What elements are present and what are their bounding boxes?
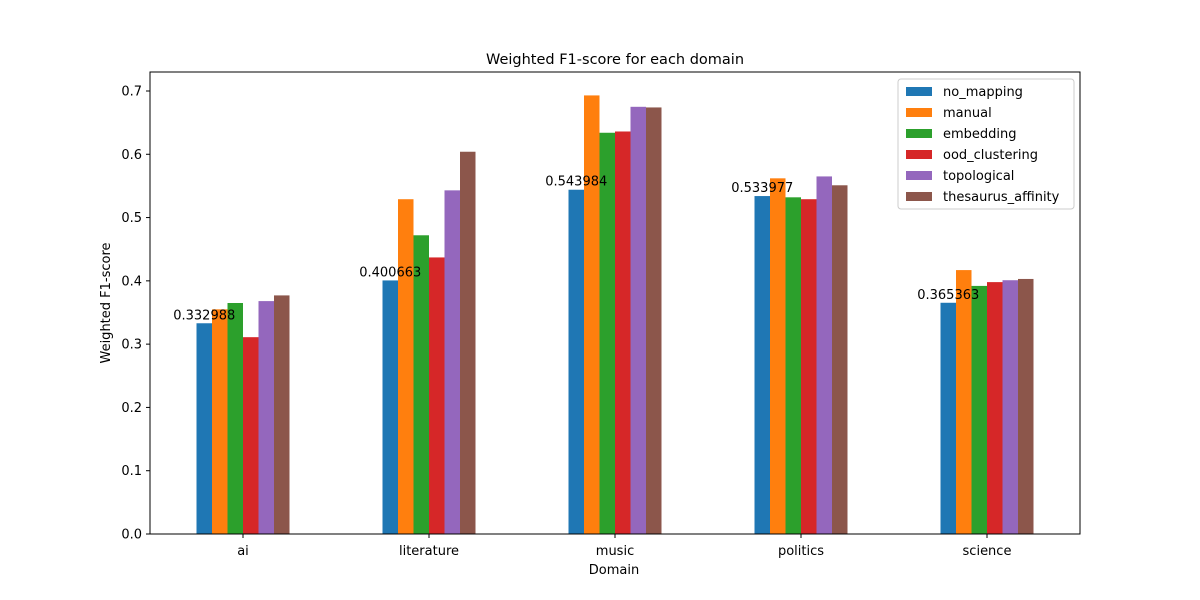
- legend-label-manual: manual: [943, 106, 992, 121]
- x-axis-label: Domain: [589, 563, 639, 578]
- bar-manual-politics: [770, 178, 786, 534]
- bar-embedding-ai: [227, 303, 243, 534]
- y-tick-label: 0.6: [121, 148, 142, 163]
- legend-label-ood_clustering: ood_clustering: [943, 148, 1038, 163]
- x-tick-label: ai: [237, 544, 249, 559]
- bar-no_mapping-ai: [196, 323, 212, 534]
- bar-ood_clustering-music: [615, 131, 631, 534]
- bar-thesaurus_affinity-music: [646, 107, 662, 534]
- x-axis: ai literature music politics science: [237, 534, 1011, 559]
- bars-group: [196, 95, 1034, 535]
- bar-no_mapping-science: [940, 302, 956, 534]
- legend-label-no_mapping: no_mapping: [943, 85, 1023, 100]
- data-label: 0.365363: [917, 288, 979, 303]
- legend-swatch-embedding: [906, 129, 932, 138]
- y-tick-label: 0.3: [121, 338, 142, 353]
- data-labels-group: 0.332988 0.400663 0.543984 0.533977 0.365363: [173, 175, 979, 324]
- bar-ood_clustering-politics: [801, 199, 817, 534]
- bar-manual-ai: [212, 309, 228, 534]
- bar-ood_clustering-literature: [429, 257, 445, 534]
- bar-topological-politics: [816, 176, 832, 534]
- bar-no_mapping-literature: [382, 280, 398, 534]
- legend-swatch-no_mapping: [906, 87, 932, 96]
- data-label: 0.533977: [731, 181, 793, 196]
- bar-thesaurus_affinity-ai: [274, 295, 290, 534]
- bar-ood_clustering-science: [987, 282, 1003, 534]
- data-label: 0.400663: [359, 265, 421, 280]
- bar-no_mapping-politics: [754, 196, 770, 534]
- bar-thesaurus_affinity-literature: [460, 151, 476, 534]
- bar-embedding-music: [599, 132, 615, 534]
- bar-thesaurus_affinity-science: [1018, 278, 1034, 534]
- bar-embedding-science: [971, 285, 987, 534]
- x-tick-label: politics: [778, 544, 824, 559]
- data-label: 0.332988: [173, 308, 235, 323]
- legend-swatch-ood_clustering: [906, 150, 932, 159]
- legend-label-embedding: embedding: [943, 127, 1017, 142]
- bar-embedding-politics: [785, 197, 801, 535]
- bar-ood_clustering-ai: [243, 337, 259, 534]
- bar-thesaurus_affinity-politics: [832, 185, 848, 535]
- bar-topological-literature: [444, 190, 460, 534]
- legend-swatch-manual: [906, 108, 932, 117]
- y-tick-label: 0.0: [121, 528, 142, 543]
- x-tick-label: music: [596, 544, 634, 559]
- x-tick-label: literature: [399, 544, 459, 559]
- plot-frame: [149, 71, 1081, 535]
- bar-topological-ai: [258, 301, 274, 534]
- bar-manual-music: [584, 95, 600, 534]
- legend-label-topological: topological: [943, 169, 1014, 184]
- legend-swatch-topological: [906, 171, 932, 180]
- legend-label-thesaurus_affinity: thesaurus_affinity: [943, 190, 1060, 205]
- legend-swatch-thesaurus_affinity: [906, 192, 932, 201]
- y-tick-label: 0.7: [121, 84, 142, 99]
- chart-title: Weighted F1-score for each domain: [486, 52, 744, 68]
- bar-manual-science: [956, 270, 972, 534]
- bar-embedding-literature: [413, 235, 429, 534]
- legend-box: [897, 78, 1075, 210]
- y-tick-label: 0.1: [121, 464, 142, 479]
- y-axis: 0.0 0.1 0.2 0.3 0.4 0.5 0.6 0.7: [121, 84, 150, 543]
- y-tick-label: 0.4: [121, 274, 142, 289]
- data-label: 0.543984: [545, 175, 607, 190]
- bar-no_mapping-music: [568, 189, 584, 534]
- y-tick-label: 0.5: [121, 211, 142, 226]
- bar-topological-music: [630, 106, 646, 534]
- y-axis-label: Weighted F1-score: [99, 242, 114, 363]
- bar-manual-literature: [398, 199, 414, 534]
- bar-topological-science: [1002, 280, 1018, 534]
- x-tick-label: science: [963, 544, 1012, 559]
- y-tick-label: 0.2: [121, 401, 142, 416]
